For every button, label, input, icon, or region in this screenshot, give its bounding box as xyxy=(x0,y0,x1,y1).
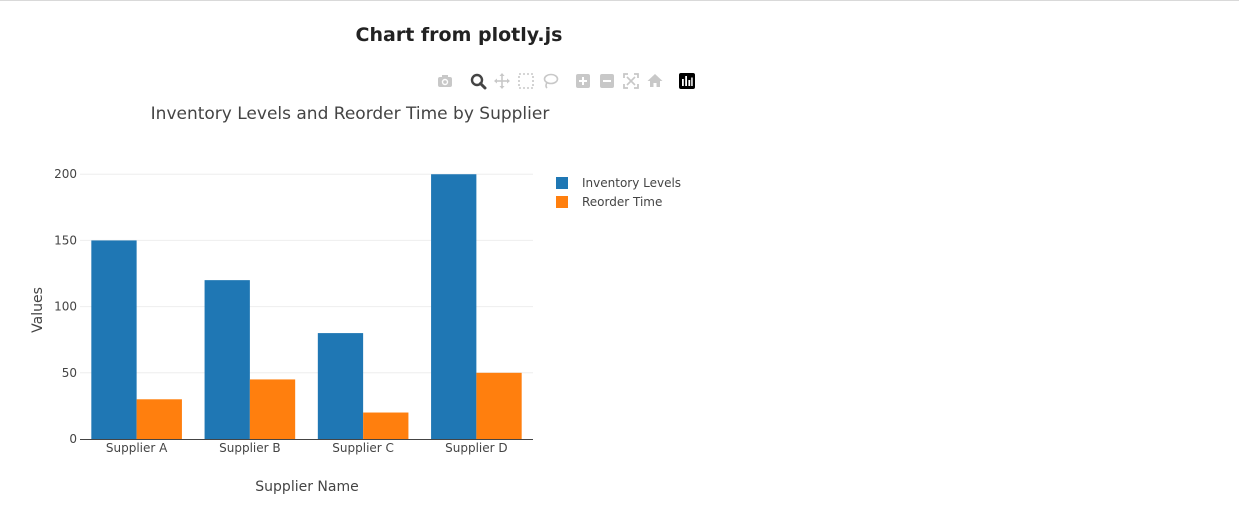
bar-reorder-time-supplier-b[interactable] xyxy=(249,379,296,439)
zoom-in-icon[interactable] xyxy=(574,72,592,90)
bar-chart: Inventory Levels and Reorder Time by Sup… xyxy=(30,104,681,495)
chart-title: Inventory Levels and Reorder Time by Sup… xyxy=(151,104,550,124)
x-tick-label: Supplier D xyxy=(445,441,508,455)
bar-inventory-levels-supplier-c[interactable] xyxy=(317,333,364,439)
bar-reorder-time-supplier-a[interactable] xyxy=(136,399,182,439)
legend-item-label[interactable]: Reorder Time xyxy=(582,195,662,209)
x-axis-label: Supplier Name xyxy=(255,479,358,495)
bar-inventory-levels-supplier-a[interactable] xyxy=(91,240,137,439)
bar-reorder-time-supplier-d[interactable] xyxy=(476,372,522,439)
x-ticks: Supplier A Supplier B Supplier C Supplier D xyxy=(106,441,508,455)
y-axis-label: Values xyxy=(30,287,46,333)
camera-icon[interactable] xyxy=(436,72,454,90)
legend-item-label[interactable]: Inventory Levels xyxy=(582,176,681,190)
plotly-logo-icon[interactable] xyxy=(678,72,696,90)
bar-inventory-levels-supplier-b[interactable] xyxy=(204,280,250,439)
reset-axes-icon[interactable] xyxy=(646,72,664,90)
x-tick-label: Supplier A xyxy=(106,441,168,455)
y-tick-label: 200 xyxy=(54,167,77,181)
x-tick-label: Supplier B xyxy=(219,441,281,455)
y-tick-label: 100 xyxy=(54,300,77,314)
legend-swatch[interactable] xyxy=(556,177,568,189)
y-tick-label: 50 xyxy=(62,366,77,380)
legend: Inventory Levels Reorder Time xyxy=(556,176,681,209)
zoom-icon[interactable] xyxy=(469,72,487,90)
lasso-select-icon[interactable] xyxy=(541,72,559,90)
y-tick-label: 0 xyxy=(69,432,77,446)
pan-icon[interactable] xyxy=(493,72,511,90)
page-title: Chart from plotly.js xyxy=(355,24,563,46)
x-tick-label: Supplier C xyxy=(332,441,394,455)
y-tick-label: 150 xyxy=(54,233,77,247)
y-ticks: 0 50 100 150 200 xyxy=(54,167,77,446)
bar-reorder-time-supplier-c[interactable] xyxy=(363,412,409,439)
bar-inventory-levels-supplier-d[interactable] xyxy=(431,174,477,439)
zoom-out-icon[interactable] xyxy=(598,72,616,90)
bars xyxy=(91,174,522,439)
autoscale-icon[interactable] xyxy=(622,72,640,90)
box-select-icon[interactable] xyxy=(517,72,535,90)
top-divider xyxy=(0,0,1239,1)
legend-swatch[interactable] xyxy=(556,196,568,208)
